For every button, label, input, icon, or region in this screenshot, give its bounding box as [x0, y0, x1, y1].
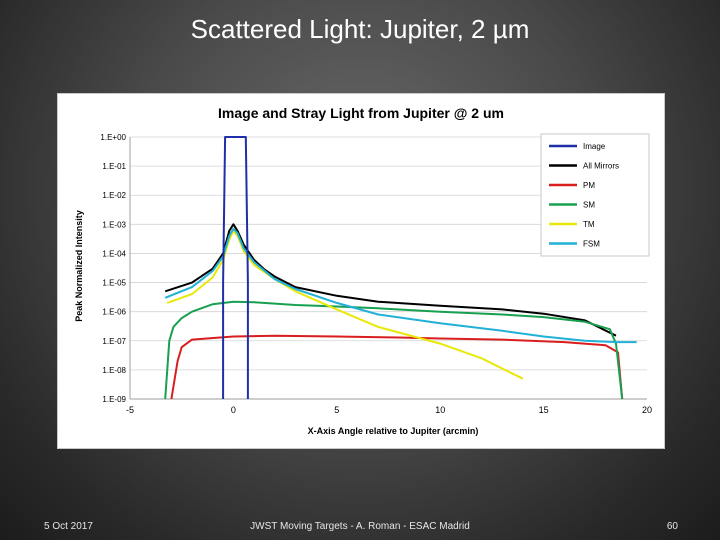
x-tick-label: 0: [231, 405, 236, 415]
footer-presentation-info: JWST Moving Targets - A. Roman - ESAC Ma…: [250, 521, 470, 532]
page-number: 60: [666, 521, 678, 532]
legend-label-all-mirrors: All Mirrors: [583, 162, 619, 171]
series-line-sm: [164, 300, 624, 400]
y-tick-label: 1.E-06: [102, 308, 126, 317]
chart-svg: Image and Stray Light from Jupiter @ 2 u…: [74, 105, 652, 436]
series-line-pm: [170, 334, 624, 400]
y-tick-label: 1.E-09: [102, 395, 126, 404]
y-tick-label: 1.E-08: [102, 366, 126, 375]
x-tick-label: 10: [435, 405, 445, 415]
legend-box: [540, 133, 650, 257]
y-tick-label: 1.E-07: [102, 337, 126, 346]
footer-date: 5 Oct 2017: [44, 521, 93, 532]
legend-label-sm: SM: [583, 201, 595, 210]
y-tick-label: 1.E-05: [102, 279, 126, 288]
x-tick-label: -5: [126, 405, 134, 415]
y-tick-label: 1.E+00: [100, 133, 126, 142]
chart-frame: Image and Stray Light from Jupiter @ 2 u…: [57, 93, 665, 449]
grid-layer: [129, 136, 647, 400]
x-axis-label: X-Axis Angle relative to Jupiter (arcmin…: [308, 426, 479, 436]
y-tick-label: 1.E-03: [102, 220, 126, 229]
x-tick-labels: -5 0 5 10 15 20: [126, 405, 652, 415]
chart-title: Image and Stray Light from Jupiter @ 2 u…: [218, 105, 504, 121]
series-layer: [164, 136, 637, 400]
legend-label-image: Image: [583, 142, 606, 151]
legend-label-fsm: FSM: [583, 240, 600, 249]
series-line-image: [222, 136, 249, 399]
series-line-tm: [166, 229, 524, 380]
x-tick-label: 15: [539, 405, 549, 415]
legend-label-pm: PM: [583, 181, 595, 190]
legend-label-tm: TM: [583, 220, 595, 229]
y-axis-label: Peak Normalized Intensity: [74, 210, 84, 322]
x-tick-label: 20: [642, 405, 652, 415]
legend: Image All Mirrors PM SM TM FSM: [549, 142, 619, 249]
y-tick-labels: 1.E+00 1.E-01 1.E-02 1.E-03 1.E-04 1.E-05 1.E-…: [100, 133, 126, 404]
slide-title: Scattered Light: Jupiter, 2 µm: [190, 14, 530, 44]
y-tick-label: 1.E-01: [102, 162, 126, 171]
x-tick-label: 5: [334, 405, 339, 415]
y-tick-label: 1.E-04: [102, 249, 126, 258]
y-tick-label: 1.E-02: [102, 191, 126, 200]
